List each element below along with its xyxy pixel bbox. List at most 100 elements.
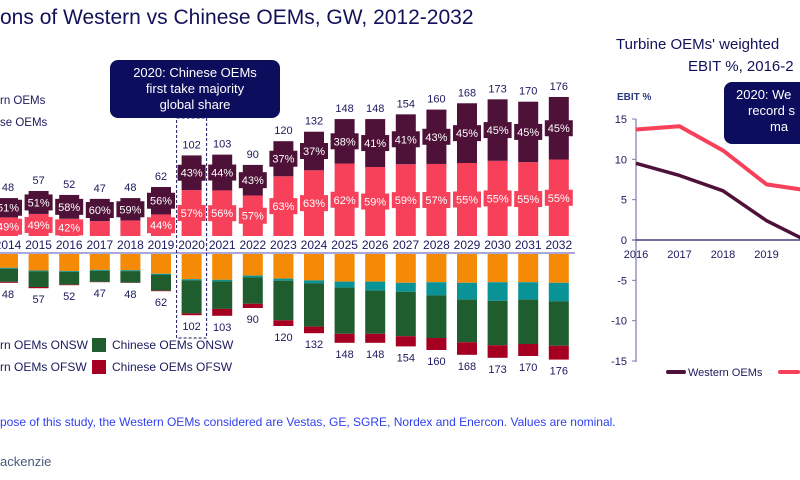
- bar-western-onsw: [395, 254, 416, 283]
- year-tick-label: 2025: [331, 238, 358, 252]
- year-tick-label: 2022: [239, 238, 266, 252]
- bar-chinese-onsw: [457, 299, 477, 343]
- bar-chinese-onsw: [181, 280, 202, 314]
- share-label-western: 60%: [89, 205, 111, 217]
- bar-chinese-ofsw: [181, 313, 202, 316]
- y-tick-label: -5: [617, 275, 627, 287]
- total-label-top: 90: [247, 149, 259, 161]
- bar-western-onsw: [212, 254, 233, 280]
- bar-chinese-onsw: [242, 277, 263, 304]
- share-label-chinese: 59%: [395, 195, 417, 207]
- bar-chinese-onsw: [365, 290, 386, 334]
- share-label-bg: [269, 150, 298, 167]
- legend-swatch: [92, 338, 106, 352]
- share-label-bg: [544, 120, 573, 137]
- share-label-bg: [85, 202, 114, 219]
- share-label-bg: [116, 201, 145, 218]
- year-tick-label: 2032: [545, 238, 572, 252]
- ebit-axis-label: EBIT %: [617, 92, 652, 103]
- bar-chinese-onsw: [0, 268, 18, 282]
- bar-chinese-onsw: [304, 283, 324, 327]
- x-tick-label: 2016: [624, 249, 648, 261]
- bar-chinese-ofsw: [365, 333, 386, 343]
- year-tick-label: 2029: [454, 238, 481, 252]
- share-label-western: 37%: [272, 154, 294, 166]
- bar-western-onsw: [548, 254, 569, 283]
- bar-chinese-ofsw: [548, 345, 569, 360]
- total-label-top: 57: [32, 175, 44, 187]
- total-label-bottom: 52: [63, 291, 75, 303]
- total-label-bottom: 103: [213, 322, 231, 334]
- bar-western-ofsw: [365, 281, 386, 291]
- legend-label: rn OEMs OFSW: [0, 360, 87, 374]
- callout-line: global share: [159, 97, 231, 112]
- share-label-bg: [24, 194, 53, 211]
- share-label-bg: [544, 189, 573, 206]
- bar-western-onsw: [365, 254, 386, 282]
- year-tick-label: 2031: [515, 238, 542, 252]
- bar-western-onsw: [518, 254, 539, 283]
- total-label-bottom: 90: [247, 314, 259, 326]
- bar-western-ofsw: [487, 282, 508, 301]
- callout-2020-chinese-majority: 2020: Chinese OEMs first take majority g…: [110, 60, 280, 118]
- total-label-bottom: 132: [305, 339, 323, 351]
- year-tick-label: 2020: [178, 238, 205, 252]
- year-tick-label: 2030: [484, 238, 511, 252]
- line-chinese-oems: [635, 124, 800, 192]
- share-label-chinese: 57%: [181, 208, 203, 220]
- legend-label: rn OEMs ONSW: [0, 338, 89, 352]
- year-tick-label: 2024: [301, 238, 328, 252]
- year-tick-label: 2023: [270, 238, 297, 252]
- y-tick-label: 5: [621, 195, 627, 207]
- total-label-top: 168: [458, 87, 476, 99]
- bar-western-ofsw: [518, 282, 539, 300]
- bar-western-ofsw: [120, 270, 141, 272]
- year-tick-label: 2027: [392, 238, 419, 252]
- share-label-bg: [177, 164, 206, 181]
- bar-western-ofsw: [395, 282, 416, 292]
- bar-chinese-share: [89, 221, 110, 236]
- total-label-top: 170: [519, 86, 537, 98]
- bar-chinese-onsw: [426, 295, 447, 338]
- bar-western-ofsw: [548, 282, 569, 302]
- callout-2020-western-record: 2020: We record s ma: [724, 82, 800, 144]
- share-label-bg: [514, 191, 543, 208]
- share-label-western: 59%: [119, 204, 141, 216]
- bar-western-ofsw: [89, 269, 110, 271]
- bar-chinese-ofsw: [59, 284, 80, 286]
- total-label-bottom: 57: [32, 294, 44, 306]
- bar-chinese-onsw: [548, 301, 569, 346]
- bar-western-onsw: [0, 254, 18, 268]
- year-tick-label: 2015: [25, 238, 52, 252]
- bar-western-onsw: [89, 254, 110, 270]
- share-label-chinese: 55%: [487, 193, 509, 205]
- bar-western-onsw: [151, 254, 171, 274]
- share-label-western: 41%: [364, 138, 386, 150]
- bar-western-ofsw: [304, 280, 324, 284]
- share-label-bg: [453, 125, 481, 142]
- share-label-chinese: 62%: [334, 195, 356, 207]
- footnote: pose of this study, the Western OEMs con…: [0, 415, 616, 429]
- share-label-bg: [0, 218, 22, 235]
- callout-line: 2020: Chinese OEMs: [133, 65, 257, 80]
- share-label-western: 44%: [211, 168, 233, 180]
- bar-western-onsw: [304, 254, 324, 281]
- share-label-western: 41%: [395, 134, 417, 146]
- share-label-bg: [269, 198, 298, 215]
- share-label-western: 45%: [456, 128, 478, 140]
- share-label-bg: [147, 192, 175, 209]
- year-tick-label: 2017: [86, 238, 113, 252]
- share-label-chinese: 49%: [28, 220, 50, 232]
- total-label-bottom: 160: [427, 356, 445, 368]
- y-tick-label: -10: [611, 316, 627, 328]
- bar-western-ofsw: [212, 279, 233, 282]
- year-tick-label: 2016: [56, 238, 83, 252]
- bar-western-onsw: [242, 254, 263, 276]
- share-label-bg: [238, 172, 267, 189]
- share-label-chinese: 63%: [272, 201, 294, 213]
- share-label-chinese: 55%: [517, 194, 539, 206]
- share-label-bg: [0, 199, 22, 216]
- y-tick-label: 10: [615, 154, 627, 166]
- bar-chinese-onsw: [120, 271, 141, 283]
